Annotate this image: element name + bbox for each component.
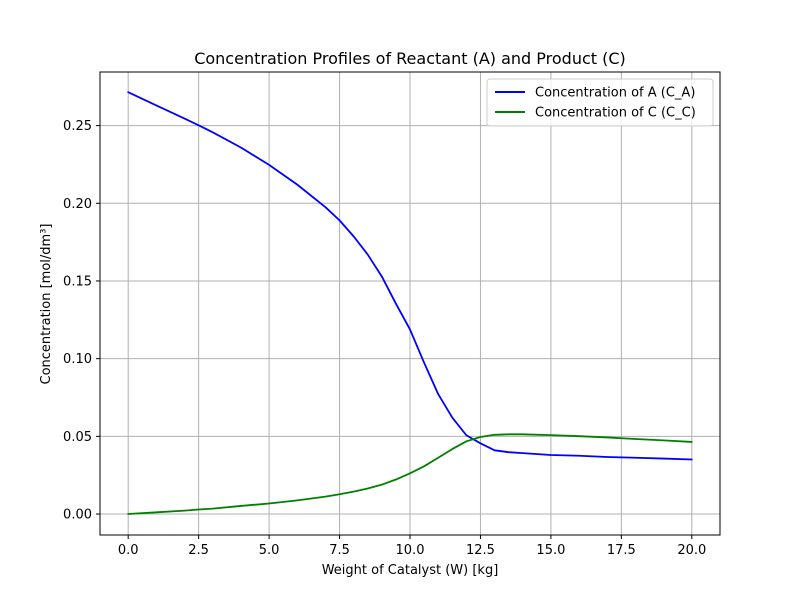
x-tick-label: 15.0 bbox=[536, 543, 565, 558]
x-tick-label: 5.0 bbox=[259, 543, 280, 558]
x-axis-ticks: 0.0 2.5 5.0 7.5 10.0 12.5 15.0 17.5 20.0 bbox=[118, 535, 706, 558]
y-tick-label: 0.15 bbox=[63, 274, 92, 289]
series-line-ca bbox=[127, 91, 693, 461]
y-tick-label: 0.10 bbox=[63, 352, 92, 367]
x-tick-label: 0.0 bbox=[118, 543, 139, 558]
x-tick-label: 10.0 bbox=[396, 543, 425, 558]
series-line-cc bbox=[127, 433, 693, 515]
legend-label-ca: Concentration of A (C_A) bbox=[535, 86, 695, 101]
y-tick-label: 0.20 bbox=[63, 197, 92, 212]
x-tick-label: 12.5 bbox=[466, 543, 495, 558]
y-tick-label: 0.05 bbox=[63, 430, 92, 445]
x-tick-label: 7.5 bbox=[329, 543, 350, 558]
legend-label-cc: Concentration of C (C_C) bbox=[535, 106, 696, 121]
x-tick-label: 2.5 bbox=[188, 543, 209, 558]
y-tick-label: 0.25 bbox=[63, 119, 92, 134]
legend-box bbox=[486, 78, 714, 127]
chart-title: Concentration Profiles of Reactant (A) a… bbox=[194, 49, 626, 68]
y-tick-label: 0.00 bbox=[63, 508, 92, 523]
x-tick-label: 20.0 bbox=[677, 543, 706, 558]
y-axis-ticks: 0.00 0.05 0.10 0.15 0.20 0.25 bbox=[63, 119, 100, 523]
x-tick-label: 17.5 bbox=[607, 543, 636, 558]
x-axis-label: Weight of Catalyst (W) [kg] bbox=[322, 563, 499, 578]
series-layer bbox=[127, 91, 693, 515]
legend: Concentration of A (C_A) Concentration o… bbox=[486, 78, 714, 127]
y-axis-label: Concentration [mol/dm³] bbox=[39, 224, 54, 385]
